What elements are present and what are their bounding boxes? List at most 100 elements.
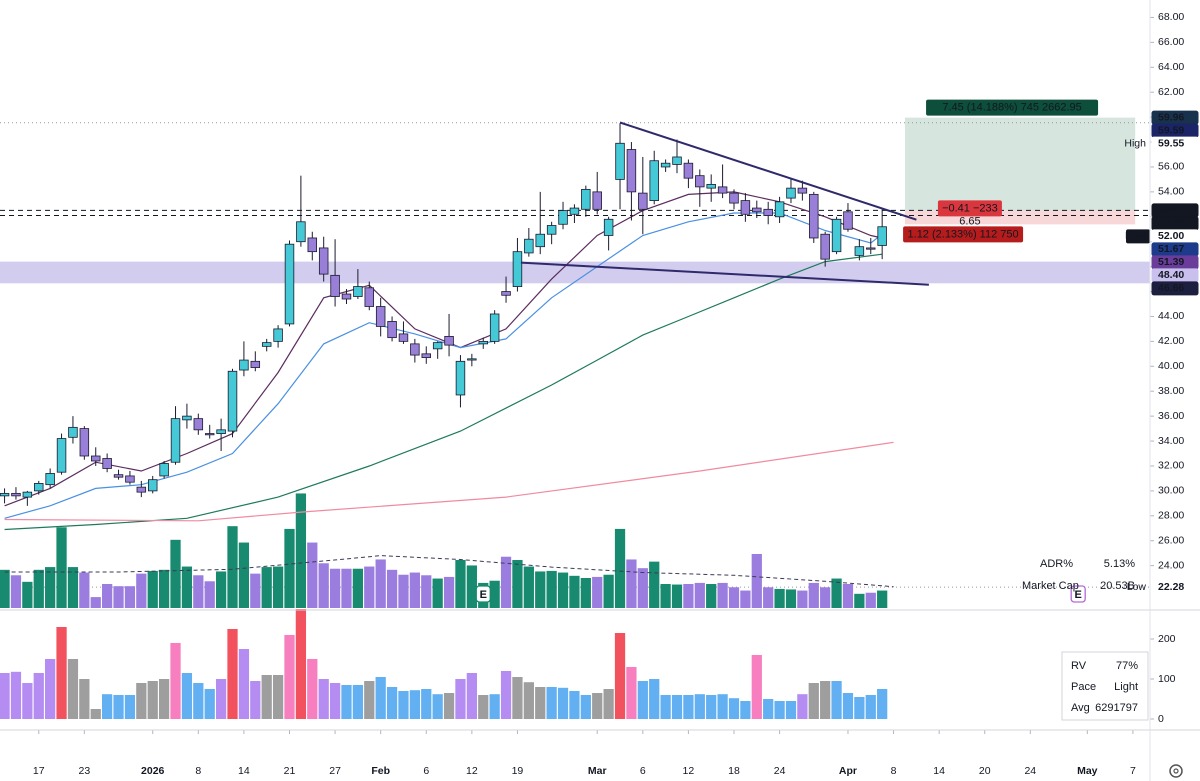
candle-body — [204, 433, 215, 436]
price-label: 52.00 — [1158, 230, 1184, 242]
rv-bar — [706, 695, 717, 719]
rv-box-label: Avg — [1071, 702, 1090, 714]
candle-body — [444, 335, 454, 346]
candle-body — [125, 475, 135, 483]
volume-bar — [45, 567, 56, 608]
volume-bar — [740, 590, 751, 608]
volume-bar — [375, 559, 386, 608]
trendline — [520, 261, 929, 286]
candle-body — [843, 211, 853, 230]
x-tick-label: 24 — [1024, 765, 1036, 777]
volume-bar — [523, 566, 534, 608]
volume-bar — [546, 570, 557, 608]
y-tick-label: 24.00 — [1158, 559, 1184, 571]
volume-bar — [0, 569, 10, 608]
candle-body — [193, 418, 204, 431]
stat-value: 20.53B — [1100, 580, 1135, 592]
rv-bar — [22, 683, 33, 719]
price-label: 51.67 — [1158, 243, 1184, 255]
candle-body — [546, 225, 557, 235]
candle-body — [273, 328, 283, 342]
rv-bar — [375, 677, 386, 719]
y-tick-label: 38.00 — [1158, 385, 1184, 397]
volume-bar — [102, 584, 113, 608]
x-tick-label: May — [1077, 765, 1098, 777]
candle-body — [307, 237, 318, 253]
rv-bar — [489, 694, 500, 719]
volume-bar — [272, 566, 284, 608]
rv-bar — [512, 677, 523, 719]
volume-bar — [763, 587, 774, 608]
x-tick-label: 12 — [683, 765, 695, 777]
x-tick-label: 12 — [466, 765, 478, 777]
volume-average — [4, 555, 894, 588]
volume-bar — [432, 578, 443, 608]
price-label: 59.59 — [1158, 124, 1184, 136]
rv-box-value: 6291797 — [1095, 702, 1138, 714]
candle-body — [421, 353, 431, 358]
volume-bar — [443, 576, 455, 608]
y-tick-label: 62.00 — [1158, 86, 1184, 98]
x-tick-label: 19 — [512, 765, 524, 777]
position-stop-text-box — [903, 226, 1024, 243]
volume-bar — [500, 556, 512, 608]
price-label: 59.96 — [1158, 111, 1184, 123]
y-tick-label: 56.00 — [1158, 161, 1184, 173]
x-tick-label: 7 — [1130, 765, 1136, 777]
volume-bar — [580, 578, 591, 608]
candle-body — [34, 483, 44, 492]
price-label-box — [1151, 580, 1199, 595]
position-mid-text-box — [937, 200, 1002, 217]
volume-bar — [728, 587, 740, 608]
moving-average — [4, 253, 883, 531]
candle-body — [831, 218, 842, 253]
rv-bar — [318, 679, 329, 719]
candle-body — [56, 438, 67, 473]
settings-gear-center[interactable] — [1173, 768, 1179, 774]
settings-gear[interactable] — [1169, 764, 1183, 778]
candle-body — [535, 233, 545, 248]
rv-bar — [592, 693, 603, 719]
rv-bar — [523, 682, 534, 719]
candle-body — [45, 473, 55, 486]
candle-body — [113, 474, 124, 478]
volume-bar — [295, 493, 307, 608]
candle-body — [569, 207, 580, 215]
rv-bar — [877, 689, 888, 719]
y-tick-label: 68.00 — [1158, 11, 1184, 23]
rv-bar — [569, 691, 580, 719]
rv-tick-label: 200 — [1158, 633, 1176, 645]
volume-bar — [592, 576, 603, 608]
candle-body — [261, 342, 272, 347]
rv-bar — [67, 659, 79, 719]
candle-body — [364, 287, 375, 307]
volume-bar — [409, 572, 420, 608]
candle-body — [91, 455, 101, 462]
rv-bar — [33, 673, 44, 719]
rv-bar — [409, 690, 420, 719]
rv-bar — [272, 675, 284, 719]
volume-bar — [318, 563, 329, 608]
volume-bar — [56, 527, 67, 608]
y-tick-label: 28.00 — [1158, 510, 1184, 522]
volume-bar — [512, 560, 523, 608]
candle-body — [375, 306, 386, 327]
trendline — [619, 121, 917, 221]
price-label: 52.10 — [1158, 217, 1184, 229]
rv-bar — [763, 699, 774, 719]
x-tick-label: 21 — [284, 765, 296, 777]
rv-bar — [147, 681, 158, 719]
rv-bar — [341, 685, 352, 719]
rv-bar — [204, 689, 215, 719]
x-tick-label: 27 — [329, 765, 341, 777]
rv-bar — [717, 694, 728, 719]
candle-body — [284, 243, 295, 325]
volume-bar — [637, 568, 648, 608]
candle-body — [877, 226, 887, 246]
volume-bar — [854, 593, 865, 608]
settings-icon[interactable] — [1169, 764, 1183, 778]
rv-bar — [808, 683, 819, 719]
x-tick-label: 8 — [195, 765, 201, 777]
volume-bar — [877, 590, 888, 608]
